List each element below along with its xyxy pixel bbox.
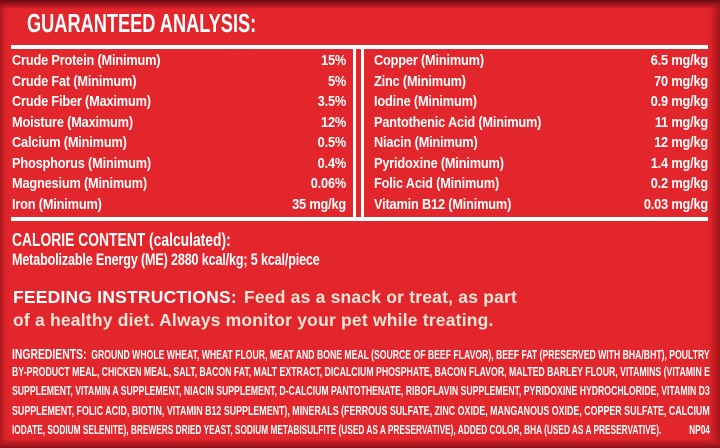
nutrient-value: 0.9 mg/kg bbox=[650, 93, 709, 110]
row-magnesium: Magnesium (Minimum) 0.06% bbox=[12, 175, 346, 196]
nutrient-value: 35 mg/kg bbox=[292, 195, 347, 213]
title-underline-rule bbox=[11, 45, 708, 49]
nutrient-value: 5% bbox=[327, 72, 347, 90]
ingredients-section: INGREDIENTS: GROUND WHOLE WHEAT, WHEAT FL… bbox=[12, 346, 710, 442]
nutrient-label: Iron (Minimum) bbox=[12, 195, 102, 213]
guaranteed-analysis-title: GUARANTEED ANALYSIS: bbox=[27, 8, 257, 38]
table-bottom-rule bbox=[11, 217, 708, 221]
nutrient-label: Moisture (Maximum) bbox=[12, 113, 133, 131]
ingredients-line: BY-PRODUCT MEAL, CHICKEN MEAL, SALT, BAC… bbox=[12, 365, 710, 380]
feeding-instructions-line: Feed as a snack or treat, as part bbox=[243, 287, 518, 307]
nutrient-value: 70 mg/kg bbox=[654, 72, 709, 90]
row-vitamin-b12: Vitamin B12 (Minimum) 0.03 mg/kg bbox=[374, 196, 708, 217]
row-copper: Copper (Minimum) 6.5 mg/kg bbox=[374, 52, 708, 73]
nutrient-value: 11 mg/kg bbox=[654, 113, 709, 131]
nutrient-value: 1.4 mg/kg bbox=[650, 154, 709, 172]
nutrient-label: Folic Acid (Minimum) bbox=[374, 175, 500, 192]
row-niacin: Niacin (Minimum) 12 mg/kg bbox=[374, 134, 708, 155]
row-zinc: Zinc (Minimum) 70 mg/kg bbox=[374, 73, 708, 94]
row-folic-acid: Folic Acid (Minimum) 0.2 mg/kg bbox=[374, 175, 708, 196]
analysis-right-column: Copper (Minimum) 6.5 mg/kg Zinc (Minimum… bbox=[374, 52, 708, 216]
nutrient-label: Zinc (Minimum) bbox=[374, 72, 466, 90]
nutrient-label: Phosphorus (Minimum) bbox=[12, 154, 151, 172]
row-iodine: Iodine (Minimum) 0.9 mg/kg bbox=[374, 93, 708, 114]
nutrient-label: Copper (Minimum) bbox=[374, 52, 484, 69]
nutrient-label: Pantothenic Acid (Minimum) bbox=[374, 113, 542, 131]
nutrient-value: 0.03 mg/kg bbox=[643, 195, 709, 213]
ingredients-line: INGREDIENTS: GROUND WHOLE WHEAT, WHEAT FL… bbox=[12, 346, 710, 365]
ingredients-text: IODATE, SODIUM SELENITE), BREWERS DRIED … bbox=[12, 422, 662, 437]
ingredients-line: SUPPLEMENT, FOLIC ACID, BIOTIN, VITAMIN … bbox=[12, 403, 710, 418]
nutrient-value: 15% bbox=[321, 52, 347, 69]
row-moisture: Moisture (Maximum) 12% bbox=[12, 114, 346, 135]
row-crude-protein: Crude Protein (Minimum) 15% bbox=[12, 52, 346, 73]
guaranteed-analysis-table: Crude Protein (Minimum) 15% Crude Fat (M… bbox=[0, 49, 720, 217]
row-calcium: Calcium (Minimum) 0.5% bbox=[12, 134, 346, 155]
nutrient-value: 0.2 mg/kg bbox=[650, 175, 709, 192]
calorie-content-detail: Metabolizable Energy (ME) 2880 kcal/kg; … bbox=[12, 250, 320, 269]
nutrient-label: Magnesium (Minimum) bbox=[12, 175, 147, 192]
package-top-edge bbox=[0, 0, 720, 9]
ingredients-line: SUPPLEMENT, VITAMIN A SUPPLEMENT, NIACIN… bbox=[12, 384, 710, 399]
nutrient-value: 6.5 mg/kg bbox=[650, 52, 709, 69]
nutrient-label: Iodine (Minimum) bbox=[374, 93, 477, 110]
ingredients-text: GROUND WHOLE WHEAT, WHEAT FLOUR, MEAT AN… bbox=[91, 348, 710, 362]
nutrient-value: 0.06% bbox=[310, 175, 347, 192]
ingredients-title: INGREDIENTS: bbox=[12, 346, 87, 363]
nutrient-label: Crude Protein (Minimum) bbox=[12, 52, 161, 69]
nutrient-value: 0.4% bbox=[317, 154, 347, 172]
row-crude-fat: Crude Fat (Minimum) 5% bbox=[12, 73, 346, 94]
row-pyridoxine: Pyridoxine (Minimum) 1.4 mg/kg bbox=[374, 155, 708, 176]
feeding-instructions-title: FEEDING INSTRUCTIONS: bbox=[13, 287, 237, 307]
nutrient-label: Crude Fat (Minimum) bbox=[12, 72, 137, 90]
column-divider-double-rule bbox=[353, 49, 364, 217]
nutrient-label: Crude Fiber (Maximum) bbox=[12, 93, 151, 110]
nutrient-value: 3.5% bbox=[317, 93, 347, 110]
row-iron: Iron (Minimum) 35 mg/kg bbox=[12, 196, 346, 217]
nutrient-label: Niacin (Minimum) bbox=[374, 134, 478, 151]
nutrient-label: Calcium (Minimum) bbox=[12, 134, 127, 151]
row-pantothenic-acid: Pantothenic Acid (Minimum) 11 mg/kg bbox=[374, 114, 708, 135]
product-code: NP04 bbox=[689, 422, 710, 437]
nutrient-value: 12 mg/kg bbox=[654, 134, 709, 151]
row-crude-fiber: Crude Fiber (Maximum) 3.5% bbox=[12, 93, 346, 114]
row-phosphorus: Phosphorus (Minimum) 0.4% bbox=[12, 155, 346, 176]
ingredients-line: IODATE, SODIUM SELENITE), BREWERS DRIED … bbox=[12, 423, 710, 442]
feeding-instructions: FEEDING INSTRUCTIONS: Feed as a snack or … bbox=[13, 286, 673, 332]
nutrient-label: Vitamin B12 (Minimum) bbox=[374, 195, 512, 213]
feeding-instructions-line: of a healthy diet. Always monitor your p… bbox=[13, 310, 494, 330]
package-bottom-edge bbox=[0, 439, 720, 448]
nutrient-label: Pyridoxine (Minimum) bbox=[374, 154, 504, 172]
nutrient-value: 12% bbox=[321, 113, 347, 131]
nutrient-value: 0.5% bbox=[317, 134, 347, 151]
calorie-content-title: CALORIE CONTENT (calculated): bbox=[12, 230, 231, 250]
analysis-left-column: Crude Protein (Minimum) 15% Crude Fat (M… bbox=[12, 52, 346, 216]
